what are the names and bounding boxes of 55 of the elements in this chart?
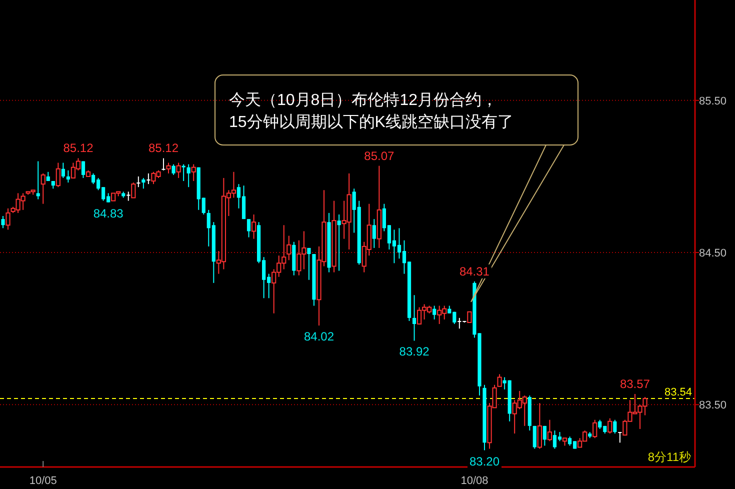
candlestick [592, 419, 598, 439]
candlestick [372, 218, 376, 248]
y-tick-label: 85.50 [699, 95, 727, 108]
candlestick [1, 216, 5, 229]
candlestick [146, 172, 150, 185]
candlestick [432, 305, 436, 320]
candlestick [36, 160, 40, 200]
candlestick [246, 218, 251, 238]
candlestick [547, 419, 552, 442]
candlestick [61, 162, 65, 178]
annotation: 83.92 [399, 344, 430, 359]
annotation: 84.31 [459, 264, 490, 278]
annotation: 85.12 [63, 141, 94, 156]
annotation: 84.83 [93, 206, 124, 220]
candlestick [191, 164, 196, 182]
annotation: 83.57 [620, 376, 650, 391]
candlestick [307, 247, 311, 280]
x-tick-label: 10/05 [29, 475, 57, 487]
candlestick [81, 160, 86, 178]
annotation: 今天（10月8日）布伦特12月份合约， 15分钟以周期以下的K线跳空缺口没有了 [229, 91, 514, 131]
y-tick-label: 84.50 [699, 248, 727, 260]
candlestick [162, 158, 166, 171]
candlestick [166, 162, 171, 174]
annotation: 85.12 [148, 141, 179, 156]
candlestick [6, 208, 10, 230]
candlestick [337, 214, 341, 272]
text: 8分11秒 [648, 450, 691, 464]
annotation: 83.20 [469, 454, 500, 468]
x-tick-label: 10/08 [460, 475, 488, 487]
candlestick [537, 402, 542, 450]
candlestick [40, 172, 46, 204]
y-tick-label: 83.50 [699, 400, 727, 412]
annotation: 84.02 [304, 330, 334, 344]
candlestick [56, 162, 60, 188]
candlestick [542, 425, 546, 446]
candlestick [532, 425, 536, 450]
candlestick [186, 164, 190, 188]
candlestick [618, 432, 622, 444]
candlestick [497, 374, 502, 387]
candlestick [286, 235, 292, 261]
candlestick [608, 418, 612, 434]
candlestick [131, 182, 136, 198]
candlestick [251, 214, 256, 240]
candlestick [172, 164, 176, 176]
candlestick [142, 177, 146, 190]
candlestick [176, 162, 181, 178]
candlestick [467, 311, 472, 323]
candlestick [136, 176, 140, 188]
candlestick [182, 164, 186, 182]
candlestick [126, 191, 130, 202]
ref-line-label: 83.54 [664, 386, 692, 399]
candlestick [412, 294, 416, 342]
candlestick [66, 170, 70, 184]
candlestick [613, 419, 617, 434]
annotation: 85.07 [364, 148, 395, 163]
